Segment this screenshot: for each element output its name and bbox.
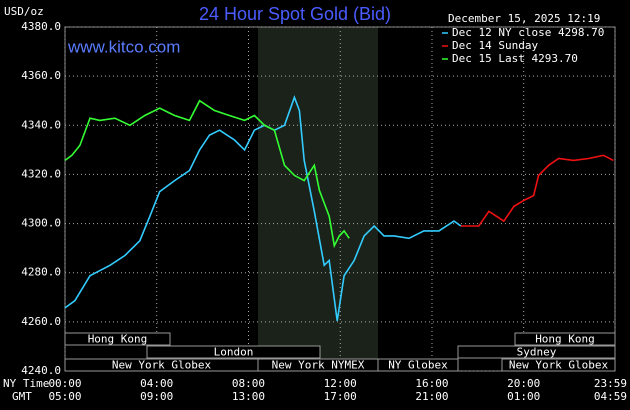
y-tick-label: 4260.0 [21,315,61,328]
y-tick-label: 4380.0 [21,20,61,33]
session-label: Hong Kong [88,333,148,346]
trading-window [258,27,378,371]
x-tick-label: 20:00 [507,377,540,390]
x2-tick-label: 21:00 [415,390,448,403]
y-tick-label: 4360.0 [21,69,61,82]
session-label: New York Globex [509,359,609,372]
session-label: London [214,346,254,359]
x-tick-label: 08:00 [232,377,265,390]
session-box [377,358,459,372]
x-tick-label: 00:00 [48,377,81,390]
x2-tick-label: 05:00 [48,390,81,403]
website: www.kitco.com [67,37,180,56]
price-line [64,99,350,249]
price-line [460,154,614,227]
session-box [64,332,171,346]
x-axis-label: NY Time [3,377,49,390]
y-tick-label: 4240.0 [21,364,61,377]
x2-tick-label: 01:00 [507,390,540,403]
session-label: New York NYMEX [272,359,365,372]
session-box [457,345,616,359]
session-box [146,345,321,359]
y-axis-label: USD/oz [4,5,44,18]
legend-label: Dec 14 Sunday [452,39,538,52]
y-tick-label: 4280.0 [21,266,61,279]
session-box [501,358,616,372]
chart-title: 24 Hour Spot Gold (Bid) [199,4,391,24]
x-tick-label: 23:59 [594,377,627,390]
session-label: NY Globex [388,359,448,372]
timestamp: December 15, 2025 12:19 [448,12,600,25]
legend-label: Dec 15 Last 4293.70 [452,52,578,65]
session-label: Hong Kong [535,333,595,346]
x2-tick-label: 13:00 [232,390,265,403]
x2-tick-label: 04:59 [594,390,627,403]
legend-label: Dec 12 NY close 4298.70 [452,26,604,39]
session-label: Sydney [517,346,557,359]
session-label: New York Globex [112,359,212,372]
x-tick-label: 12:00 [324,377,357,390]
x2-tick-label: 09:00 [140,390,173,403]
x2-axis-label: GMT [12,390,32,403]
y-tick-label: 4340.0 [21,118,61,131]
session-box [514,332,616,346]
x2-tick-label: 17:00 [324,390,357,403]
x-tick-label: 04:00 [140,377,173,390]
y-tick-label: 4320.0 [21,167,61,180]
price-line [64,94,462,322]
y-tick-label: 4300.0 [21,217,61,230]
x-tick-label: 16:00 [415,377,448,390]
